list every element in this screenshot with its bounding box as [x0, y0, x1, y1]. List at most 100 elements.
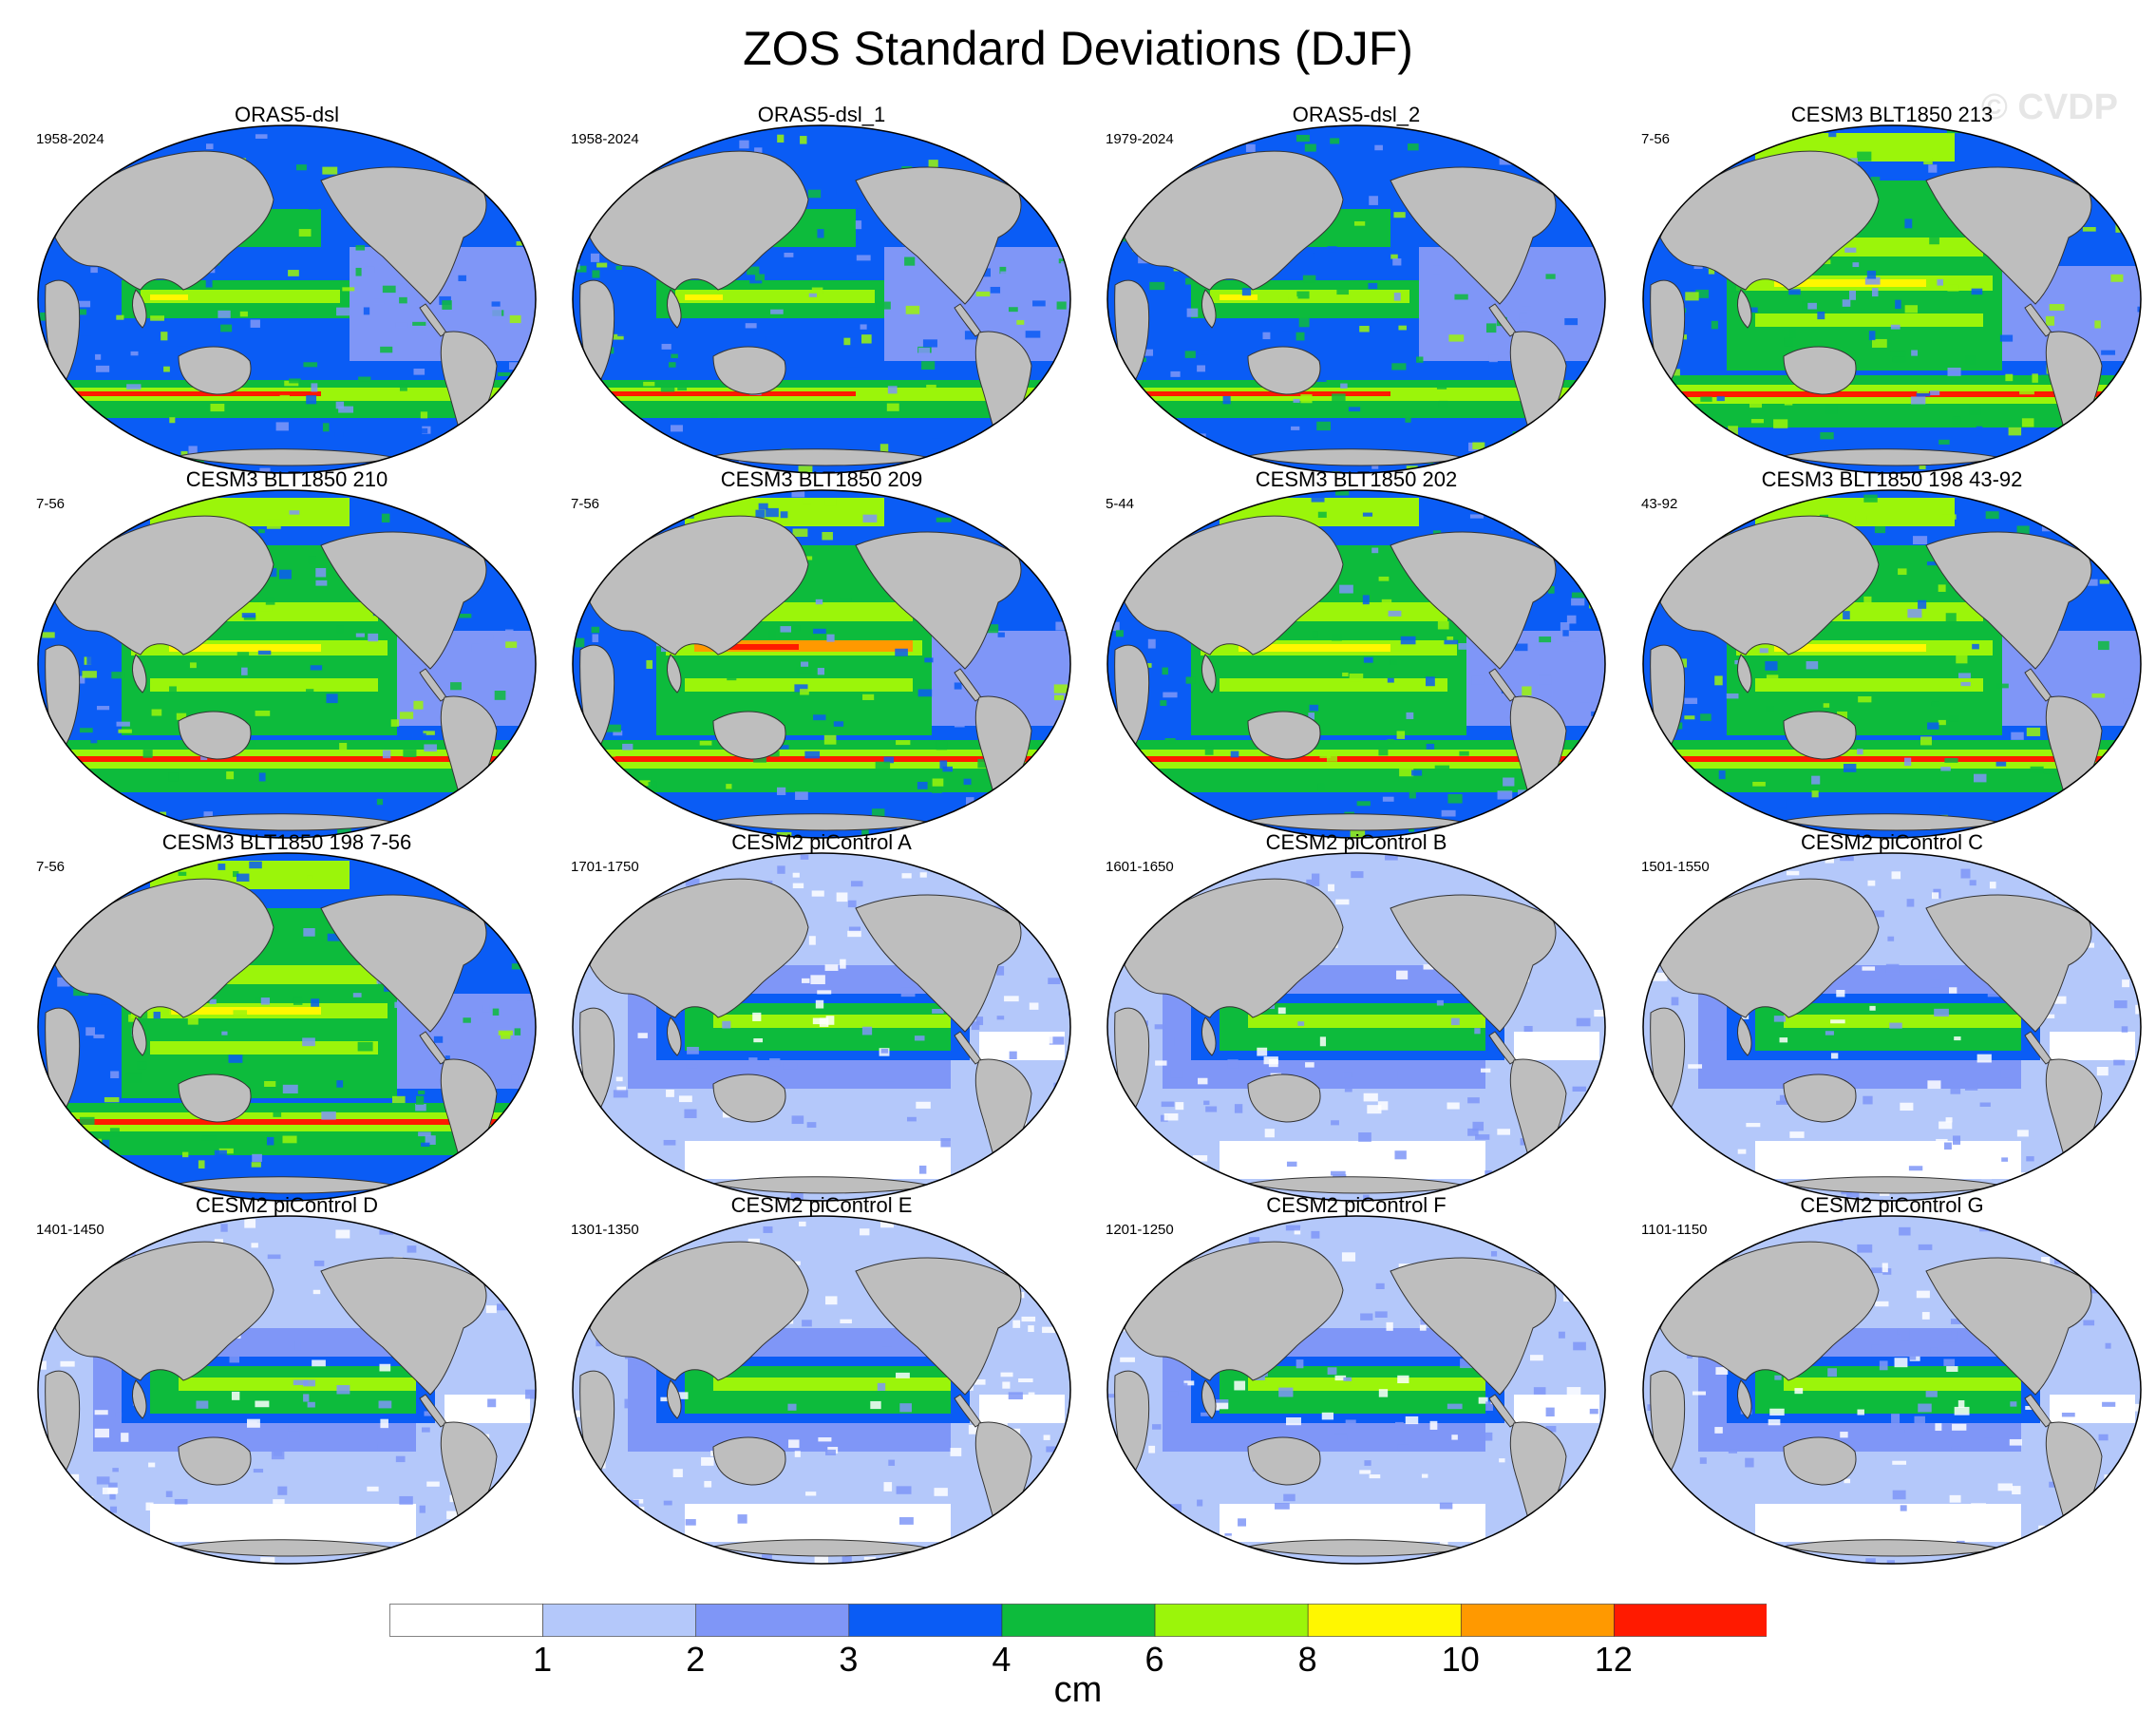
ocean-speckle: [1436, 381, 1447, 390]
ocean-speckle: [250, 319, 260, 328]
ocean-speckle: [1191, 141, 1199, 151]
ocean-speckle: [1119, 1543, 1128, 1550]
ocean-speckle: [596, 923, 606, 933]
ocean-speckle: [277, 1486, 288, 1495]
ocean-speckle: [1673, 521, 1679, 525]
ocean-speckle: [492, 1008, 500, 1016]
ocean-speckle: [220, 1224, 228, 1232]
figure-title: ZOS Standard Deviations (DJF): [743, 22, 1413, 75]
ocean-speckle: [2097, 1275, 2107, 1284]
ocean-speckle: [121, 1433, 129, 1442]
ocean-speckle: [1002, 1381, 1011, 1389]
panel-years: 5-44: [1106, 496, 1135, 512]
ocean-speckle: [1896, 1429, 1905, 1434]
ocean-speckle: [847, 900, 857, 908]
ocean-speckle: [811, 890, 824, 897]
ocean-speckle: [495, 1149, 504, 1157]
ocean-speckle: [1906, 899, 1915, 907]
ocean-speckle: [1125, 1181, 1138, 1187]
ocean-speckle: [1892, 356, 1906, 363]
map-panel: ORAS5-dsl_2 1979-2024: [1090, 103, 1622, 494]
ocean-speckle: [666, 1089, 674, 1097]
ocean-speckle: [896, 1486, 912, 1494]
ocean-speckle: [1875, 1301, 1889, 1307]
ocean-speckle: [315, 580, 328, 586]
ocean-speckle: [1571, 592, 1586, 598]
ocean-speckle: [1920, 736, 1932, 746]
ocean-speckle: [1421, 1473, 1428, 1478]
ocean-speckle: [2089, 890, 2099, 900]
ocean-speckle: [1971, 1503, 1987, 1511]
ocean-speckle: [1669, 444, 1685, 451]
ocean-speckle: [1520, 1049, 1536, 1058]
ocean-speckle: [1439, 1540, 1448, 1548]
ocean-speckle: [624, 128, 640, 137]
ocean-speckle: [60, 445, 72, 454]
ocean-speckle: [1807, 302, 1817, 310]
map-panel: CESM2 piControl F 1201-1250: [1090, 1193, 1622, 1585]
ocean-speckle: [1204, 746, 1214, 755]
ocean-speckle: [2002, 819, 2016, 827]
ocean-speckle: [2121, 1244, 2133, 1254]
ocean-speckle: [116, 314, 124, 320]
ocean-speckle: [1017, 146, 1029, 155]
ocean-speckle: [1939, 439, 1950, 445]
ocean-field: [1784, 1378, 2021, 1391]
ocean-speckle: [1492, 1232, 1502, 1241]
ocean-speckle: [491, 308, 502, 316]
ocean-speckle: [1976, 426, 1983, 436]
ocean-speckle: [151, 1177, 159, 1187]
ocean-speckle: [1110, 923, 1121, 933]
ocean-speckle: [1653, 972, 1668, 981]
ocean-speckle: [1684, 715, 1695, 720]
ocean-field: [573, 391, 856, 396]
ocean-speckle: [1343, 1072, 1352, 1078]
ocean-speckle: [1904, 305, 1919, 314]
ocean-speckle: [1899, 1226, 1911, 1236]
ocean-speckle: [1358, 1132, 1371, 1142]
ocean-speckle: [1308, 712, 1315, 720]
ocean-speckle: [813, 714, 826, 721]
ocean-speckle: [737, 1514, 747, 1524]
ocean-speckle: [72, 784, 87, 794]
ocean-speckle: [458, 275, 466, 282]
ocean-speckle: [1984, 1437, 1993, 1448]
ocean-speckle: [1564, 317, 1579, 326]
ocean-speckle: [196, 1400, 209, 1409]
ocean-speckle: [527, 196, 536, 202]
ocean-speckle: [79, 728, 93, 733]
ocean-speckle: [2105, 1342, 2111, 1349]
ocean-speckle: [125, 1073, 142, 1083]
ocean-speckle: [1573, 451, 1587, 456]
ocean-speckle: [217, 310, 231, 318]
ocean-speckle: [877, 1506, 887, 1511]
ocean-speckle: [1154, 814, 1170, 822]
ocean-speckle: [93, 1034, 104, 1038]
ocean-speckle: [407, 1245, 417, 1253]
ocean-speckle: [156, 457, 171, 463]
ocean-speckle: [2083, 1320, 2095, 1326]
ocean-speckle: [514, 1028, 521, 1036]
ocean-speckle: [1297, 1021, 1305, 1026]
landmass: [1783, 1436, 1857, 1486]
ocean-speckle: [52, 749, 66, 759]
ocean-speckle: [1644, 433, 1655, 443]
colorbar-units: cm: [1053, 1670, 1103, 1710]
ocean-speckle: [1755, 1565, 1763, 1566]
ocean-speckle: [1028, 1392, 1035, 1399]
ocean-speckle: [111, 495, 119, 502]
ocean-speckle: [963, 778, 972, 786]
map-outline: [37, 124, 537, 474]
ocean-speckle: [515, 212, 528, 220]
ocean-speckle: [592, 634, 599, 643]
ocean-speckle: [1197, 365, 1206, 372]
ocean-field: [713, 644, 799, 650]
ocean-speckle: [2135, 978, 2141, 983]
ocean-speckle: [752, 1012, 762, 1021]
ocean-speckle: [533, 362, 536, 371]
ocean-speckle: [424, 744, 437, 752]
ocean-speckle: [520, 770, 527, 777]
panel-years: 1401-1450: [36, 1222, 104, 1238]
ocean-speckle: [1645, 172, 1657, 181]
landmass: [978, 1231, 1030, 1257]
